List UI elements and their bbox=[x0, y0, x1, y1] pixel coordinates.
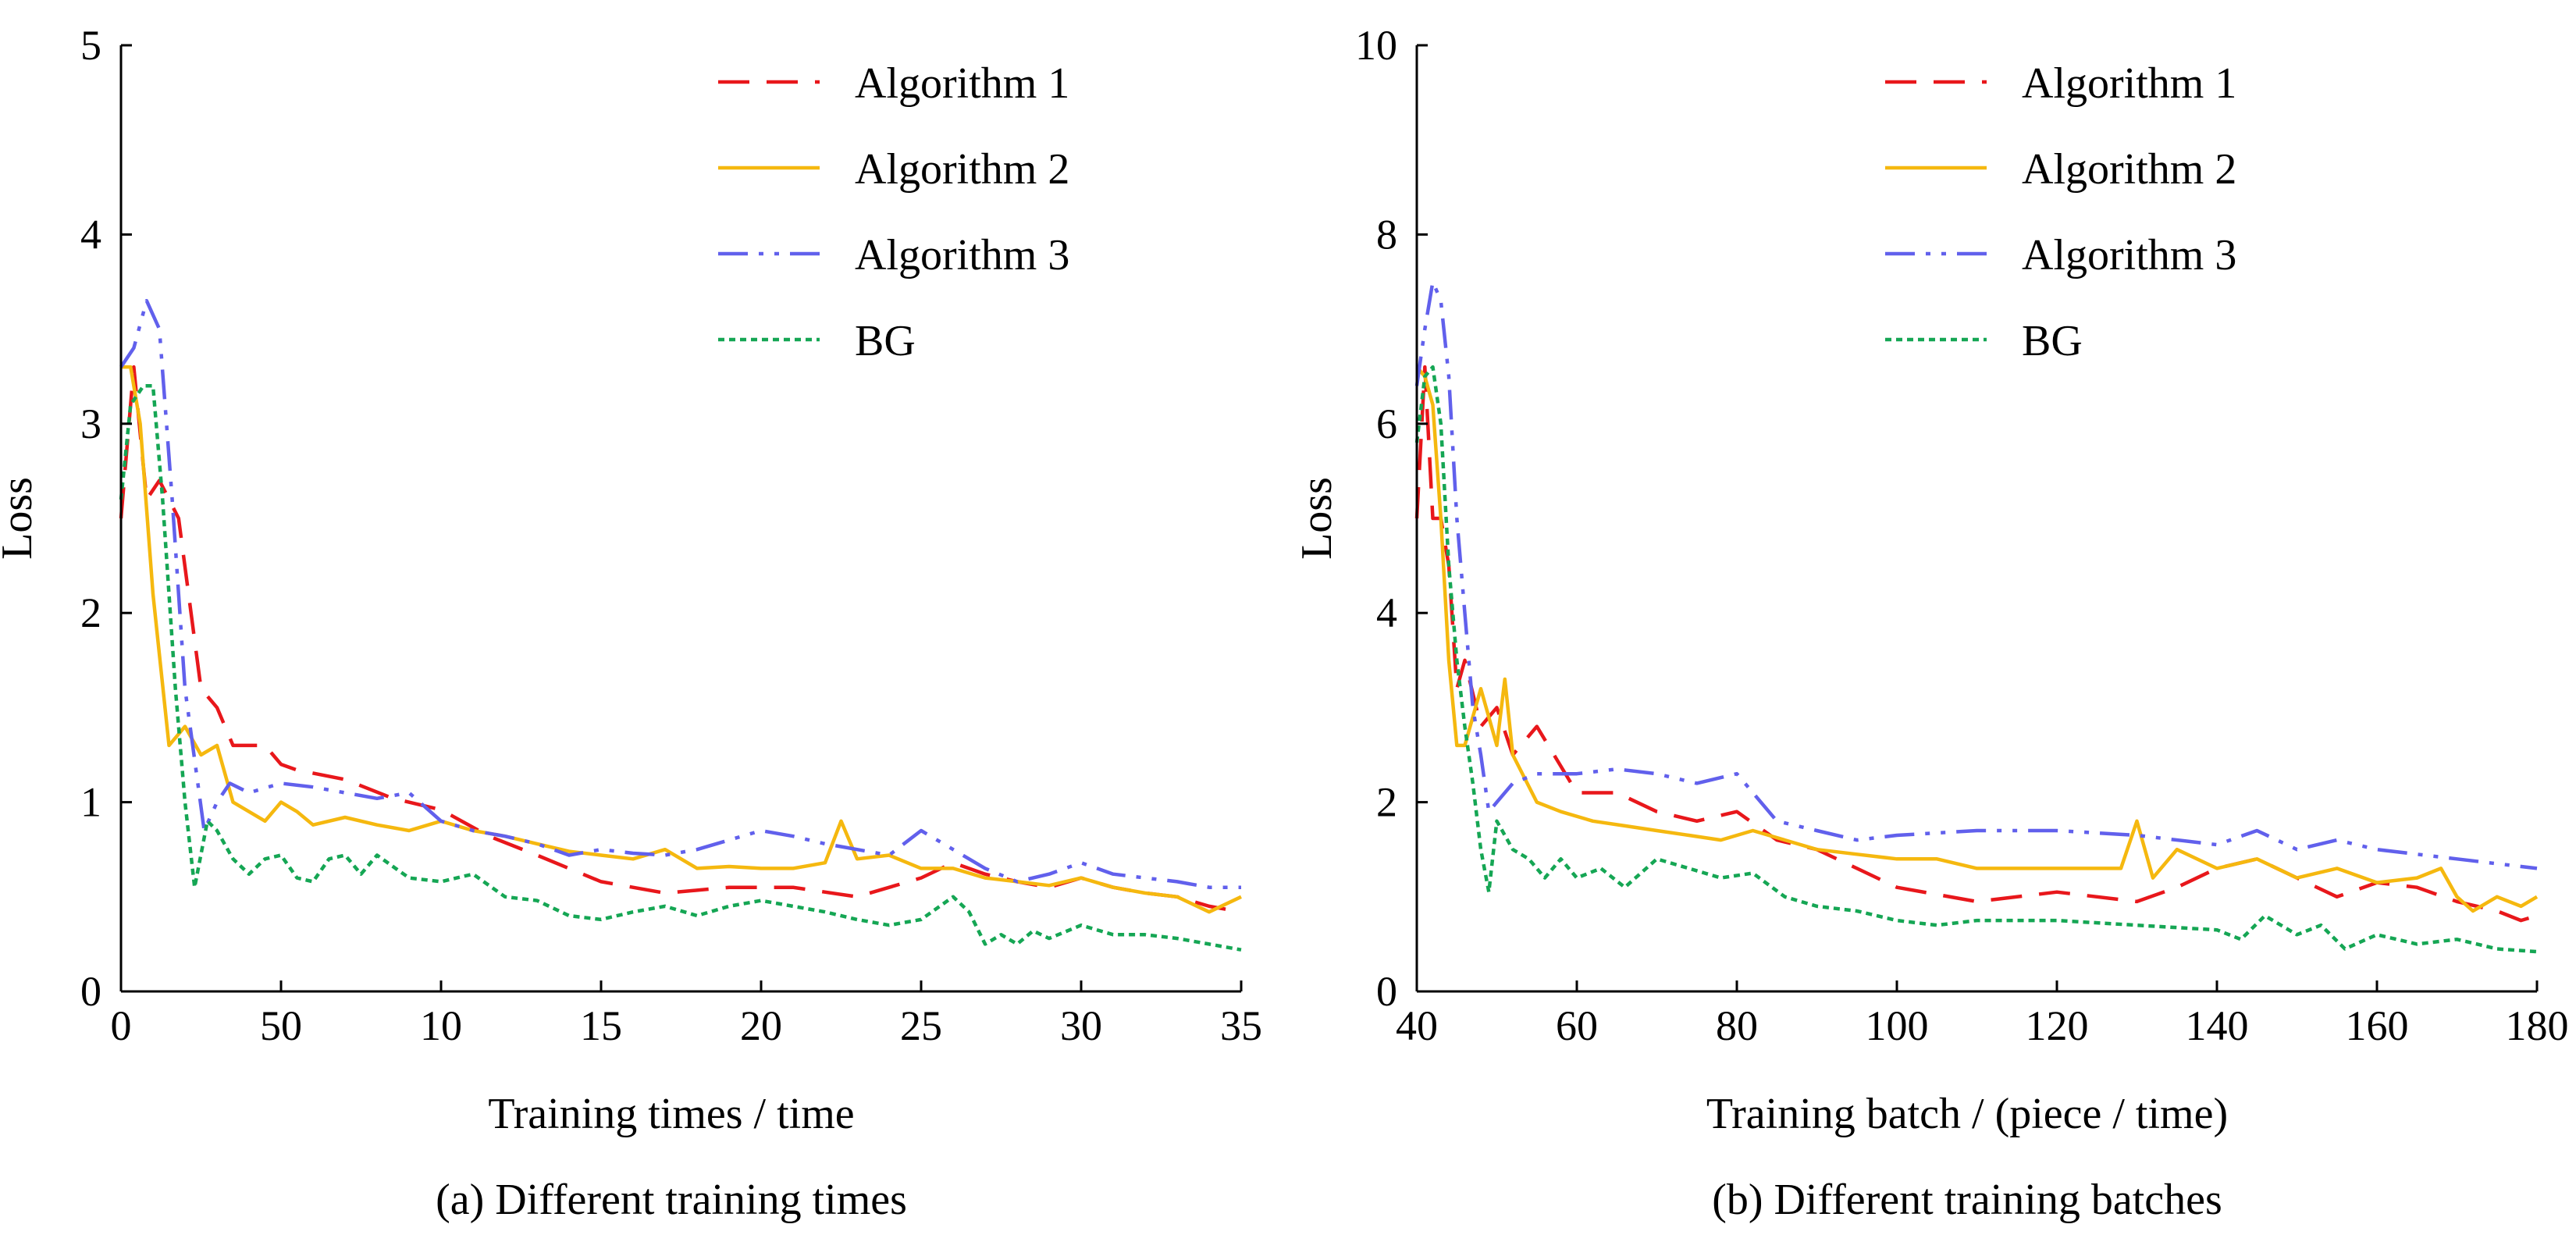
y-tick-label: 0 bbox=[80, 968, 101, 1015]
x-tick-label: 80 bbox=[1716, 1002, 1758, 1049]
legend-label: Algorithm 1 bbox=[2022, 59, 2236, 108]
panel-b: 40 60 80 100 120 140 160 180 0 2 4 6 8 10 Training bat… bbox=[1293, 22, 2569, 1224]
x-tick-label: 50 bbox=[260, 1002, 302, 1049]
series-line-1 bbox=[1414, 365, 2538, 923]
x-axis-label: Training times / time bbox=[488, 1090, 854, 1138]
panel-caption: (a) Different training times bbox=[436, 1176, 907, 1224]
series-line-3 bbox=[119, 298, 1241, 889]
series-line-2 bbox=[1415, 365, 2539, 913]
x-tick-label: 60 bbox=[1556, 1002, 1598, 1049]
y-tick-label: 0 bbox=[1376, 968, 1397, 1015]
series-line-2 bbox=[121, 365, 1242, 914]
legend-label: Algorithm 2 bbox=[2022, 145, 2236, 194]
legend-label: Algorithm 1 bbox=[855, 59, 1069, 108]
y-tick-label: 4 bbox=[1376, 589, 1397, 636]
series-line-3 bbox=[1414, 279, 2538, 870]
x-axis-label: Training batch / (piece / time) bbox=[1706, 1090, 2228, 1138]
legend: Algorithm 1 Algorithm 2 Algorithm 3 BG bbox=[1885, 59, 2236, 365]
legend-label: Algorithm 3 bbox=[855, 231, 1069, 279]
legend: Algorithm 1 Algorithm 2 Algorithm 3 BG bbox=[718, 59, 1069, 365]
legend-label: Algorithm 2 bbox=[855, 145, 1069, 194]
y-tick-label: 2 bbox=[1376, 779, 1397, 826]
x-tick-label: 35 bbox=[1220, 1002, 1262, 1049]
legend-label: BG bbox=[855, 317, 916, 365]
panel-a: 0 50 10 15 20 25 30 35 0 1 2 3 4 5 Training times / ti… bbox=[0, 22, 1262, 1224]
legend-label: BG bbox=[2022, 317, 2083, 365]
y-tick-label: 10 bbox=[1355, 22, 1397, 69]
x-tick-label: 100 bbox=[1866, 1002, 1929, 1049]
x-tick-label: 140 bbox=[2186, 1002, 2249, 1049]
x-tick-label: 0 bbox=[111, 1002, 132, 1049]
y-axis-label: Loss bbox=[1293, 477, 1341, 560]
x-tick-label: 30 bbox=[1060, 1002, 1102, 1049]
y-tick-label: 2 bbox=[80, 589, 101, 636]
x-tick-label: 15 bbox=[580, 1002, 622, 1049]
y-tick-label: 6 bbox=[1376, 400, 1397, 447]
y-tick-label: 5 bbox=[80, 22, 101, 69]
y-tick-label: 1 bbox=[80, 779, 101, 826]
x-tick-label: 20 bbox=[740, 1002, 782, 1049]
x-tick-label: 120 bbox=[2026, 1002, 2089, 1049]
series-line-4 bbox=[1414, 365, 2538, 954]
series-line-4 bbox=[119, 384, 1242, 952]
y-tick-label: 8 bbox=[1376, 211, 1397, 258]
x-tick-label: 160 bbox=[2346, 1002, 2409, 1049]
series-line-1 bbox=[119, 365, 1242, 914]
y-tick-label: 3 bbox=[80, 400, 101, 447]
y-axis-label: Loss bbox=[0, 477, 41, 560]
x-tick-label: 180 bbox=[2506, 1002, 2569, 1049]
x-tick-label: 10 bbox=[420, 1002, 462, 1049]
x-tick-label: 40 bbox=[1396, 1002, 1438, 1049]
y-tick-label: 4 bbox=[80, 211, 101, 258]
legend-label: Algorithm 3 bbox=[2022, 231, 2236, 279]
panel-caption: (b) Different training batches bbox=[1712, 1176, 2222, 1224]
x-tick-label: 25 bbox=[900, 1002, 942, 1049]
